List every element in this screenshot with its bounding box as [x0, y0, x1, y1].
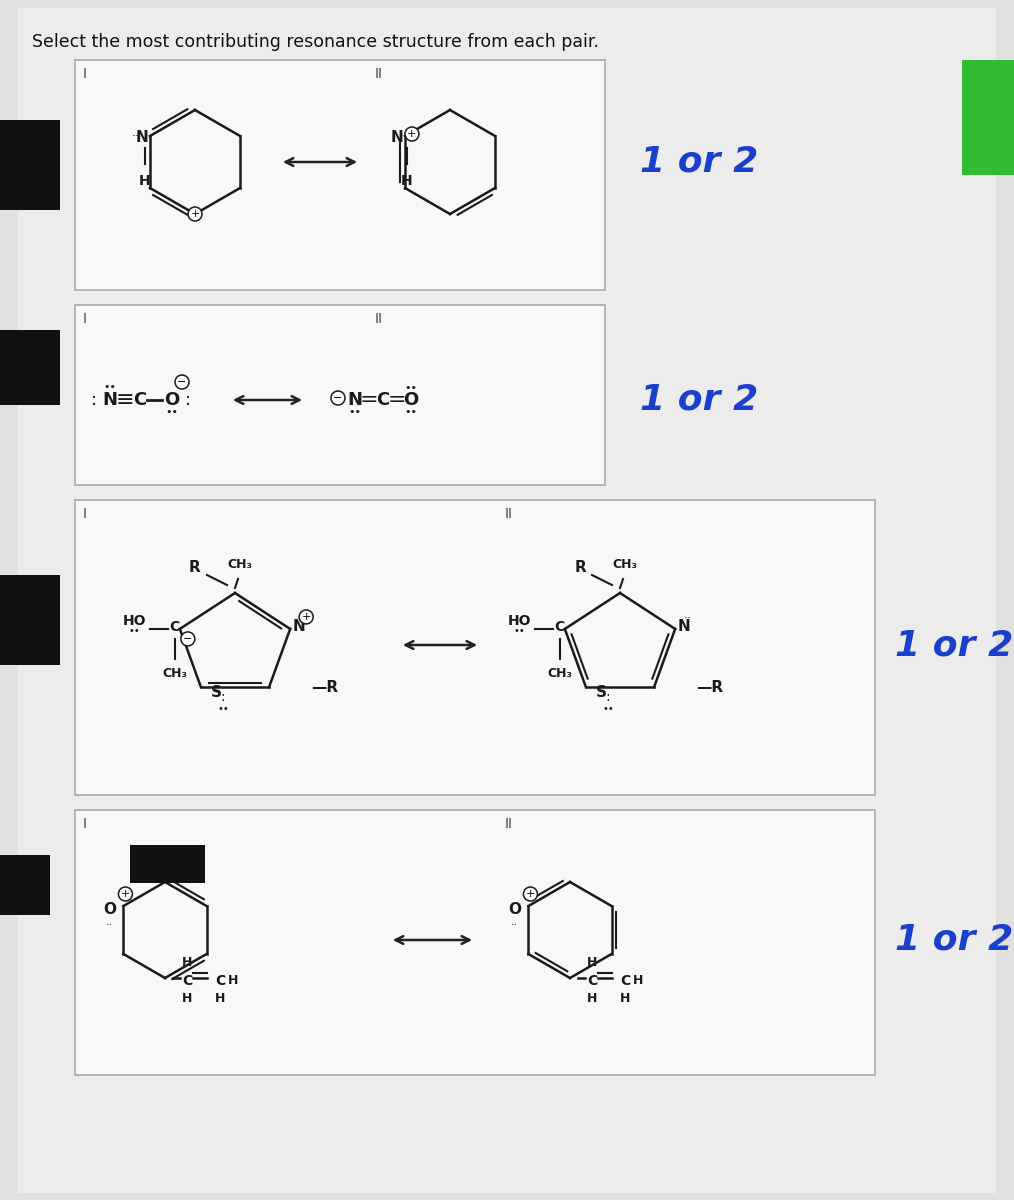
Bar [75, 500, 875, 794]
Text: +: + [301, 612, 311, 622]
Bar [75, 60, 605, 290]
Text: HO: HO [123, 614, 147, 628]
Text: H: H [620, 991, 630, 1004]
Text: Select the most contributing resonance structure from each pair.: Select the most contributing resonance s… [32, 32, 599, 50]
Bar [0, 120, 60, 210]
Text: C: C [376, 391, 389, 409]
Text: ••: •• [602, 704, 613, 714]
Circle shape [119, 887, 133, 901]
Text: I: I [83, 506, 87, 521]
Text: 1 or 2: 1 or 2 [895, 628, 1013, 662]
Bar [75, 810, 875, 1075]
Text: −: − [184, 634, 193, 644]
Circle shape [299, 610, 313, 624]
Text: ..: .. [683, 608, 692, 622]
Text: ..: .. [132, 126, 140, 138]
Text: 1 or 2: 1 or 2 [640, 145, 758, 179]
Text: ••: •• [129, 626, 141, 636]
Circle shape [188, 206, 202, 221]
Circle shape [175, 374, 189, 389]
Text: ••: •• [514, 626, 525, 636]
Circle shape [331, 391, 345, 404]
Text: C: C [182, 974, 192, 988]
Text: −: − [177, 377, 187, 386]
Bar [0, 575, 60, 665]
Text: —R: —R [311, 679, 339, 695]
Text: CH₃: CH₃ [162, 667, 188, 680]
Text: H: H [587, 956, 597, 970]
Bar [130, 845, 205, 883]
Text: N: N [292, 619, 305, 635]
Text: +: + [525, 889, 535, 899]
Text: ••: •• [405, 407, 418, 416]
Text: —R: —R [696, 679, 723, 695]
Text: ••: •• [103, 382, 117, 392]
Text: N: N [135, 131, 148, 145]
Text: H: H [139, 174, 151, 188]
Circle shape [523, 887, 537, 901]
Text: S: S [211, 684, 222, 700]
Text: 1 or 2: 1 or 2 [895, 923, 1013, 958]
Text: :: : [221, 690, 225, 704]
Text: 1 or 2: 1 or 2 [640, 383, 758, 416]
Text: H: H [215, 991, 225, 1004]
Text: ••: •• [165, 407, 178, 416]
Text: :: : [91, 391, 97, 409]
Text: H: H [182, 956, 193, 970]
Text: S: S [596, 684, 607, 700]
Text: H: H [587, 991, 597, 1004]
Text: ••: •• [349, 407, 362, 416]
Text: H: H [402, 174, 413, 188]
Text: =: = [360, 390, 378, 410]
Text: I: I [83, 312, 87, 326]
Text: I: I [83, 817, 87, 830]
Text: N: N [348, 391, 362, 409]
Text: H: H [228, 974, 238, 988]
Text: R: R [574, 560, 586, 576]
Text: C: C [555, 620, 565, 634]
Text: ••: •• [217, 704, 229, 714]
Text: ..: .. [105, 917, 113, 926]
Text: C: C [134, 391, 147, 409]
Bar [0, 330, 60, 404]
Text: N: N [390, 131, 403, 145]
Text: N: N [102, 391, 118, 409]
Text: H: H [182, 991, 193, 1004]
Text: C: C [215, 974, 225, 988]
Text: +: + [191, 209, 200, 218]
Text: +: + [408, 128, 417, 139]
Text: O: O [164, 391, 179, 409]
Text: HO: HO [508, 614, 531, 628]
Circle shape [405, 127, 419, 140]
Text: CH₃: CH₃ [548, 667, 572, 680]
Text: =: = [387, 390, 407, 410]
Text: ≡: ≡ [116, 390, 134, 410]
Bar [75, 305, 605, 485]
Text: I: I [83, 67, 87, 80]
Text: O: O [508, 902, 521, 918]
Text: II: II [505, 817, 513, 830]
Text: CH₃: CH₃ [227, 558, 252, 571]
Text: C: C [620, 974, 630, 988]
Text: R: R [190, 560, 201, 576]
Text: −: − [334, 392, 343, 403]
Text: CH₃: CH₃ [612, 558, 638, 571]
Text: O: O [404, 391, 419, 409]
Text: N: N [677, 619, 690, 635]
Text: ••: •• [405, 383, 418, 392]
Text: C: C [587, 974, 597, 988]
Bar [0, 854, 50, 914]
Text: II: II [505, 506, 513, 521]
Bar [962, 60, 1014, 175]
Text: +: + [121, 889, 130, 899]
Text: II: II [375, 312, 383, 326]
Text: O: O [103, 902, 116, 918]
Circle shape [180, 632, 195, 646]
Text: H: H [633, 974, 643, 988]
Text: C: C [169, 620, 179, 634]
Text: :: : [605, 690, 610, 704]
Text: ..: .. [511, 917, 518, 926]
Text: :: : [185, 391, 191, 409]
Text: II: II [375, 67, 383, 80]
